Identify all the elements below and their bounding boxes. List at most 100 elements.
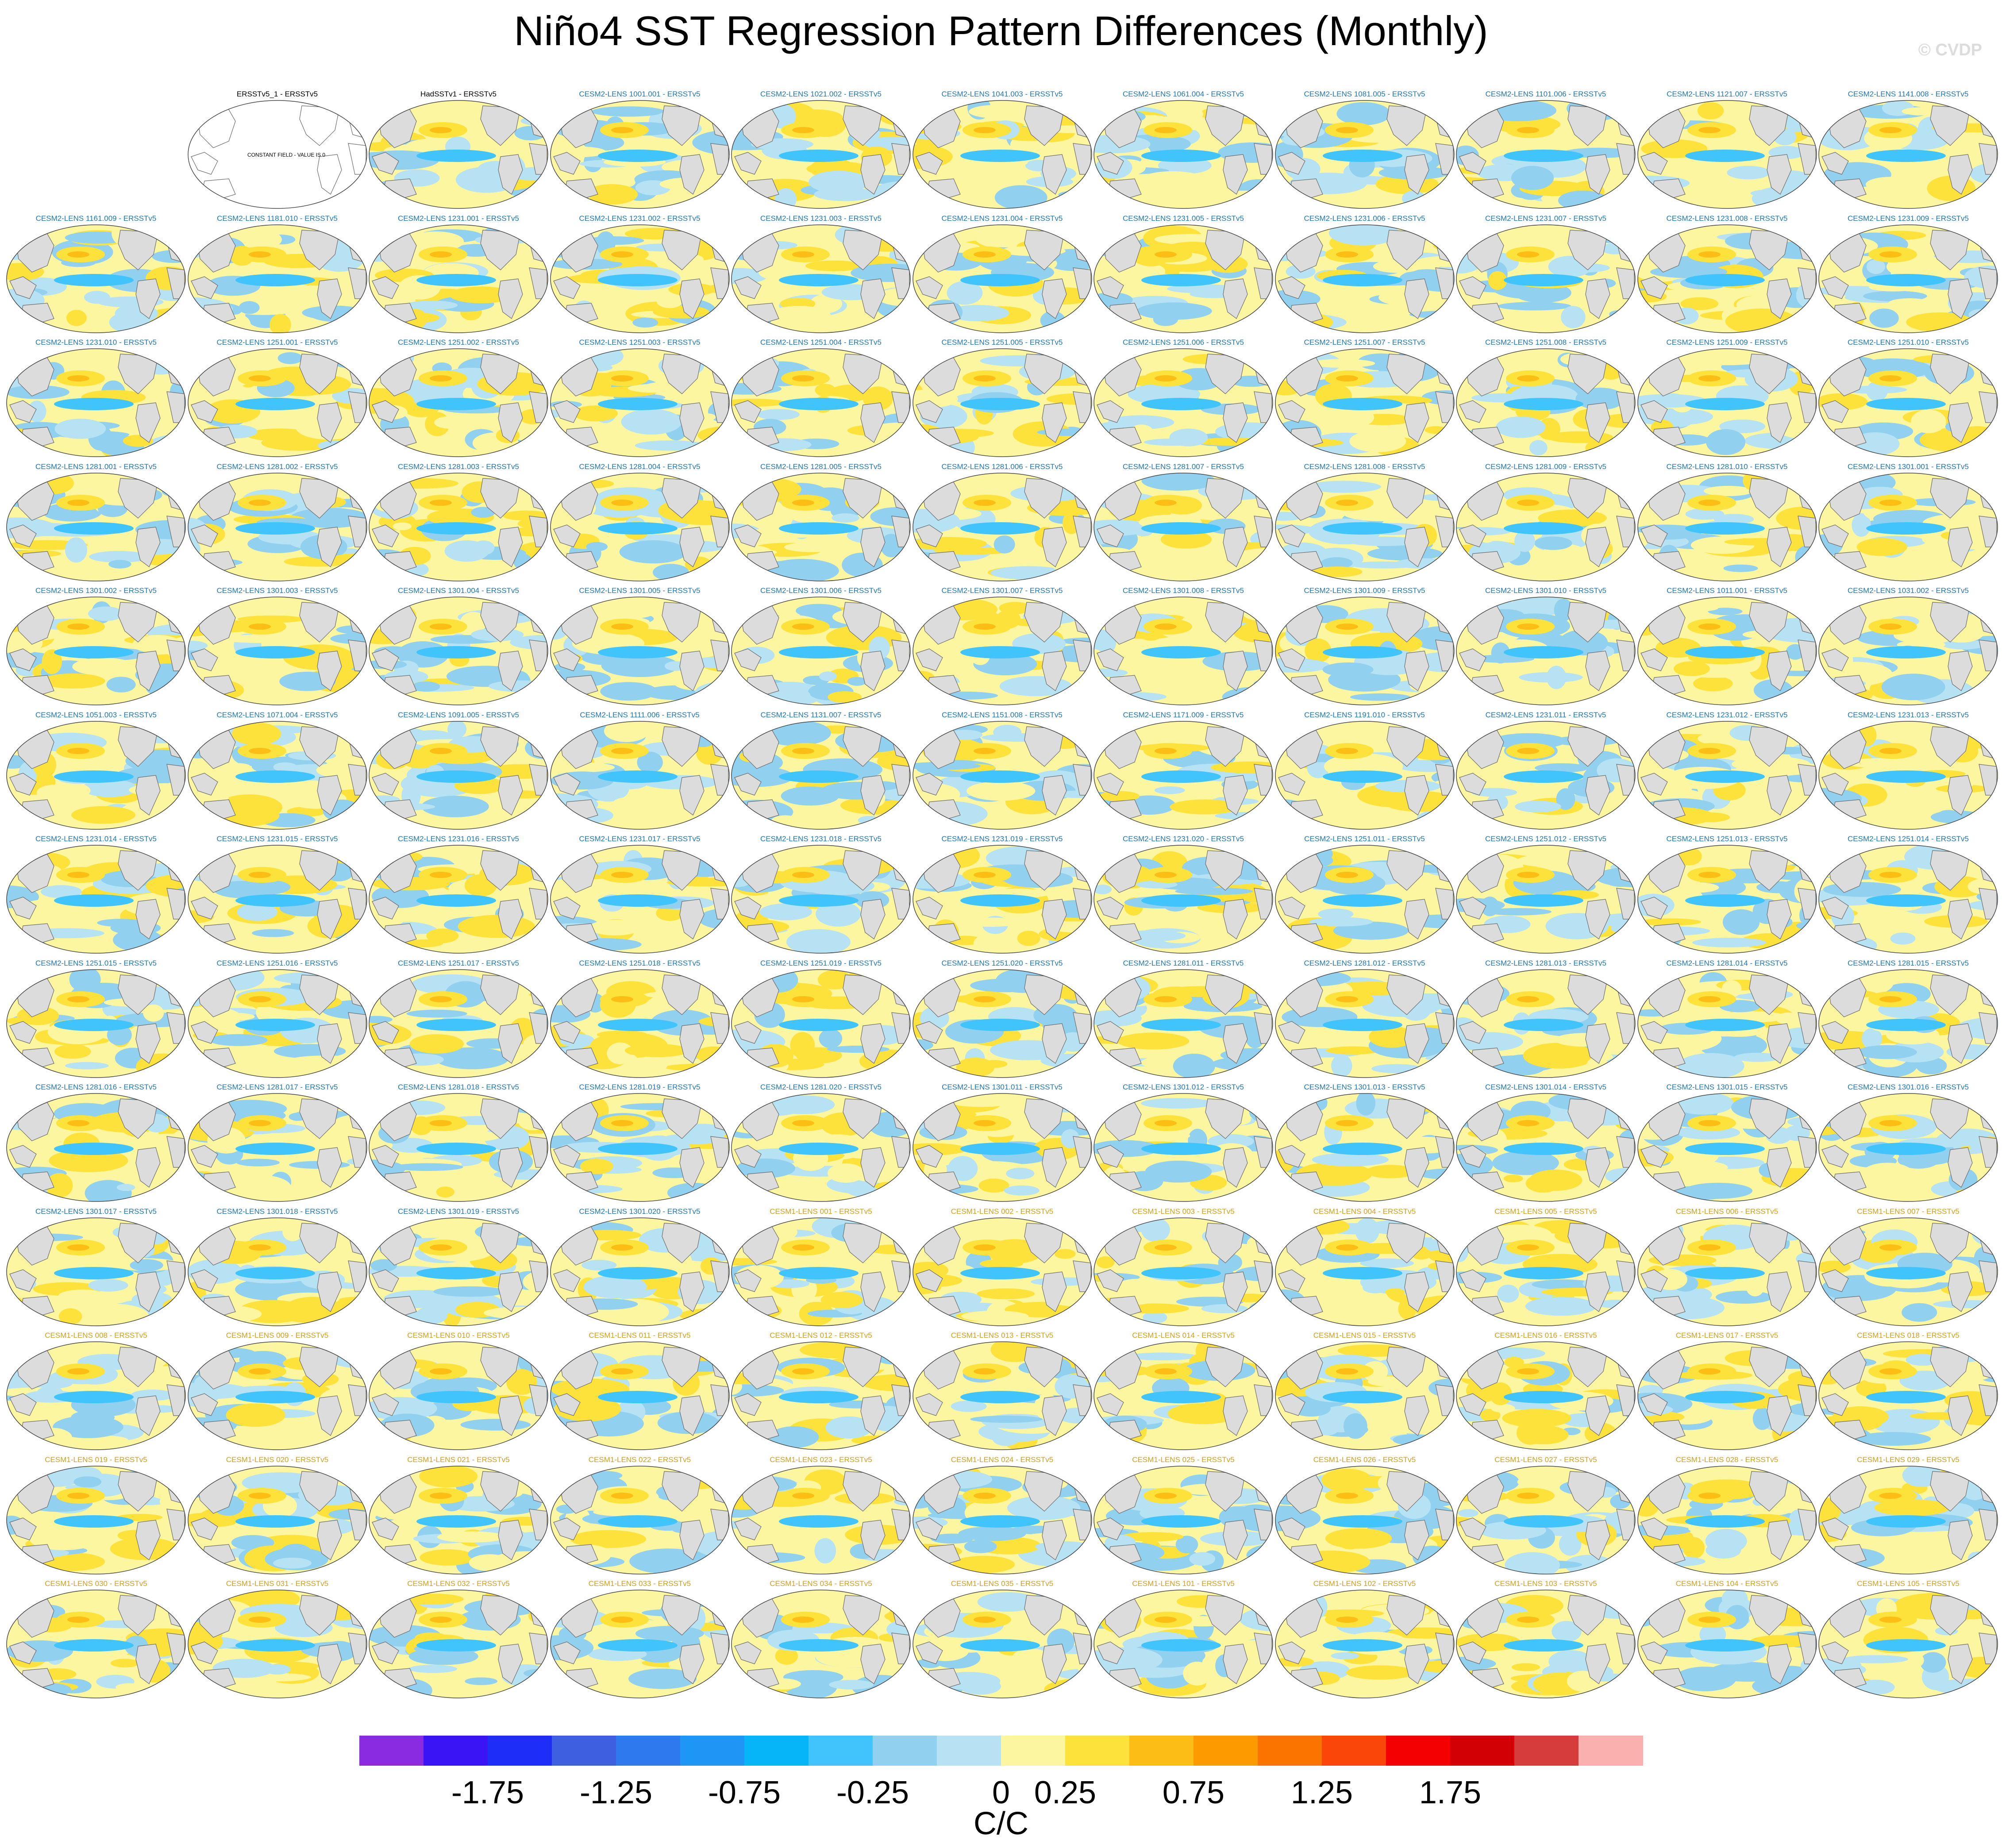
map-panel: CESM2-LENS 1301.005 - ERSSTv5 xyxy=(549,585,731,709)
map-panel: ERSSTv5_1 - ERSSTv5 CONSTANT FIELD - VALU… xyxy=(187,89,368,212)
world-map xyxy=(550,100,730,209)
map-panel: CESM2-LENS 1301.012 - ERSSTv5 xyxy=(1093,1082,1274,1205)
map-panel: CESM1-LENS 028 - ERSSTv5 xyxy=(1636,1454,1818,1578)
panel-title: CESM2-LENS 1231.011 - ERSSTv5 xyxy=(1485,710,1606,719)
panel-title: CESM2-LENS 1281.010 - ERSSTv5 xyxy=(1666,462,1788,471)
world-map xyxy=(1093,348,1273,457)
panel-title: CESM2-LENS 1181.010 - ERSSTv5 xyxy=(217,214,338,223)
map-panel: CESM2-LENS 1301.013 - ERSSTv5 xyxy=(1274,1082,1455,1205)
panel-title: CESM2-LENS 1281.009 - ERSSTv5 xyxy=(1485,462,1606,471)
colorbar-tick-label: -0.25 xyxy=(836,1775,909,1810)
world-map xyxy=(1637,597,1817,705)
world-map xyxy=(1093,1465,1273,1575)
colorbar-tick-label: -1.25 xyxy=(579,1775,653,1810)
map-panel: CESM2-LENS 1301.001 - ERSSTv5 xyxy=(1817,461,1999,585)
world-map xyxy=(1637,472,1817,581)
map-panel: CESM1-LENS 029 - ERSSTv5 xyxy=(1817,1454,1999,1578)
map-panel: CESM2-LENS 1251.009 - ERSSTv5 xyxy=(1636,337,1818,461)
map-panel: CESM1-LENS 021 - ERSSTv5 xyxy=(368,1454,549,1578)
map-panel: CESM2-LENS 1231.019 - ERSSTv5 xyxy=(912,833,1093,957)
world-map xyxy=(1456,224,1636,333)
map-panel: CESM2-LENS 1251.014 - ERSSTv5 xyxy=(1817,833,1999,957)
panel-title: CESM2-LENS 1281.004 - ERSSTv5 xyxy=(579,462,701,471)
panel-title: CESM2-LENS 1301.015 - ERSSTv5 xyxy=(1666,1083,1788,1091)
panel-title: CESM1-LENS 002 - ERSSTv5 xyxy=(951,1207,1054,1216)
map-panel: CESM2-LENS 1301.018 - ERSSTv5 xyxy=(187,1206,368,1330)
colorbar-cell xyxy=(1450,1736,1515,1766)
map-panel: CESM1-LENS 022 - ERSSTv5 xyxy=(549,1454,731,1578)
panel-title: CESM2-LENS 1251.008 - ERSSTv5 xyxy=(1485,338,1606,346)
world-map xyxy=(1093,1590,1273,1698)
world-map xyxy=(912,348,1092,457)
map-panel: CESM2-LENS 1301.017 - ERSSTv5 xyxy=(5,1206,187,1330)
world-map xyxy=(1093,720,1273,830)
panel-title: CESM1-LENS 021 - ERSSTv5 xyxy=(407,1455,510,1464)
world-map xyxy=(912,100,1092,209)
panel-title: CESM1-LENS 024 - ERSSTv5 xyxy=(951,1455,1054,1464)
map-panel: CESM2-LENS 1281.010 - ERSSTv5 xyxy=(1636,461,1818,585)
world-map xyxy=(731,720,911,830)
world-map xyxy=(1818,1465,1998,1575)
map-panel: CESM2-LENS 1231.009 - ERSSTv5 xyxy=(1817,213,1999,337)
map-panel: CESM2-LENS 1011.001 - ERSSTv5 xyxy=(1636,585,1818,709)
map-panel: CESM2-LENS 1301.014 - ERSSTv5 xyxy=(1455,1082,1636,1205)
map-panel: CESM2-LENS 1301.007 - ERSSTv5 xyxy=(912,585,1093,709)
panel-title: CESM2-LENS 1031.002 - ERSSTv5 xyxy=(1847,586,1969,595)
world-map xyxy=(369,472,548,581)
world-map xyxy=(1274,969,1455,1078)
map-panel: CESM2-LENS 1231.013 - ERSSTv5 xyxy=(1817,709,1999,833)
panel-title: CESM2-LENS 1231.008 - ERSSTv5 xyxy=(1666,214,1788,223)
world-map xyxy=(731,224,911,333)
panel-title: CESM2-LENS 1091.005 - ERSSTv5 xyxy=(397,710,519,719)
world-map xyxy=(1274,1093,1455,1202)
map-panel: CESM1-LENS 026 - ERSSTv5 xyxy=(1274,1454,1455,1578)
panel-title: CESM2-LENS 1281.001 - ERSSTv5 xyxy=(35,462,157,471)
map-panel: CESM2-LENS 1231.001 - ERSSTv5 xyxy=(368,213,549,337)
map-panel: CESM1-LENS 025 - ERSSTv5 xyxy=(1093,1454,1274,1578)
world-map xyxy=(187,1217,367,1326)
world-map xyxy=(550,720,730,830)
world-map xyxy=(912,1217,1092,1326)
panel-title: CESM2-LENS 1301.014 - ERSSTv5 xyxy=(1485,1083,1606,1091)
panel-grid: ERSSTv5_1 - ERSSTv5 CONSTANT FIELD - VALU… xyxy=(5,89,1999,1702)
world-map xyxy=(1637,1217,1817,1326)
map-panel: CESM2-LENS 1001.001 - ERSSTv5 xyxy=(549,89,731,212)
world-map xyxy=(1274,1465,1455,1575)
world-map xyxy=(1456,597,1636,705)
panel-title: CESM2-LENS 1301.010 - ERSSTv5 xyxy=(1485,586,1606,595)
panel-title: CESM1-LENS 001 - ERSSTv5 xyxy=(770,1207,872,1216)
world-map xyxy=(1637,1093,1817,1202)
world-map xyxy=(187,224,367,333)
panel-title: CESM2-LENS 1251.010 - ERSSTv5 xyxy=(1847,338,1969,346)
map-panel: CESM2-LENS 1231.017 - ERSSTv5 xyxy=(549,833,731,957)
world-map xyxy=(187,1590,367,1698)
panel-title: CESM2-LENS 1131.007 - ERSSTv5 xyxy=(760,710,882,719)
panel-title: CESM1-LENS 007 - ERSSTv5 xyxy=(1857,1207,1960,1216)
map-panel: CESM2-LENS 1231.010 - ERSSTv5 xyxy=(5,337,187,461)
world-map xyxy=(1093,1341,1273,1450)
map-panel: CESM1-LENS 104 - ERSSTv5 xyxy=(1636,1578,1818,1702)
panel-title: CESM1-LENS 015 - ERSSTv5 xyxy=(1313,1331,1416,1340)
map-panel: CESM2-LENS 1251.001 - ERSSTv5 xyxy=(187,337,368,461)
panel-title: CESM1-LENS 016 - ERSSTv5 xyxy=(1494,1331,1597,1340)
map-panel: CESM2-LENS 1281.009 - ERSSTv5 xyxy=(1455,461,1636,585)
colorbar-tick-label: 0.25 xyxy=(1034,1775,1097,1810)
map-panel: CESM2-LENS 1231.014 - ERSSTv5 xyxy=(5,833,187,957)
colorbar-cell xyxy=(1578,1736,1643,1766)
map-panel: CESM2-LENS 1251.004 - ERSSTv5 xyxy=(730,337,912,461)
map-panel: CESM1-LENS 016 - ERSSTv5 xyxy=(1455,1330,1636,1454)
world-map xyxy=(1456,348,1636,457)
panel-title: CESM1-LENS 013 - ERSSTv5 xyxy=(951,1331,1054,1340)
panel-title: CESM2-LENS 1231.001 - ERSSTv5 xyxy=(397,214,519,223)
world-map xyxy=(1274,1217,1455,1326)
map-panel: CESM2-LENS 1301.006 - ERSSTv5 xyxy=(730,585,912,709)
map-panel: CESM1-LENS 033 - ERSSTv5 xyxy=(549,1578,731,1702)
panel-title: CESM1-LENS 031 - ERSSTv5 xyxy=(226,1579,329,1588)
map-panel: CESM2-LENS 1281.002 - ERSSTv5 xyxy=(187,461,368,585)
colorbar-cell xyxy=(873,1736,937,1766)
map-panel: CESM1-LENS 008 - ERSSTv5 xyxy=(5,1330,187,1454)
panel-title: CESM1-LENS 035 - ERSSTv5 xyxy=(951,1579,1054,1588)
panel-title: CESM2-LENS 1231.016 - ERSSTv5 xyxy=(397,835,519,843)
panel-title: CESM2-LENS 1301.002 - ERSSTv5 xyxy=(35,586,157,595)
map-panel: CESM2-LENS 1281.005 - ERSSTv5 xyxy=(730,461,912,585)
